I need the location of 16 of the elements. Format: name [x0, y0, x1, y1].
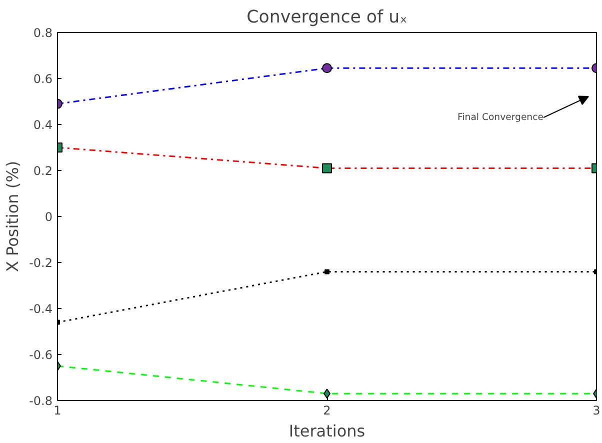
y-tick-label: 0.6 — [33, 72, 53, 86]
y-axis-title: X Position (%) — [3, 160, 22, 272]
x-tick-label: 1 — [54, 404, 62, 418]
y-tick-label: -0.6 — [29, 348, 53, 362]
x-tick-label: 2 — [323, 404, 331, 418]
y-tick-label: -0.8 — [29, 394, 53, 408]
y-tick-label: 0.2 — [33, 164, 53, 178]
x-tick-label: 3 — [592, 404, 600, 418]
y-tick-label: 0.8 — [33, 26, 53, 40]
x-axis-title: Iterations — [288, 422, 366, 440]
chart-title: Convergence of uₓ — [246, 8, 408, 28]
y-tick-label: 0 — [44, 210, 53, 224]
y-tick-label: -0.2 — [29, 256, 53, 270]
y-tick-label: -0.4 — [29, 302, 53, 316]
annotation: Final Convergence — [458, 112, 544, 123]
y-tick-label: 0.4 — [33, 118, 53, 132]
